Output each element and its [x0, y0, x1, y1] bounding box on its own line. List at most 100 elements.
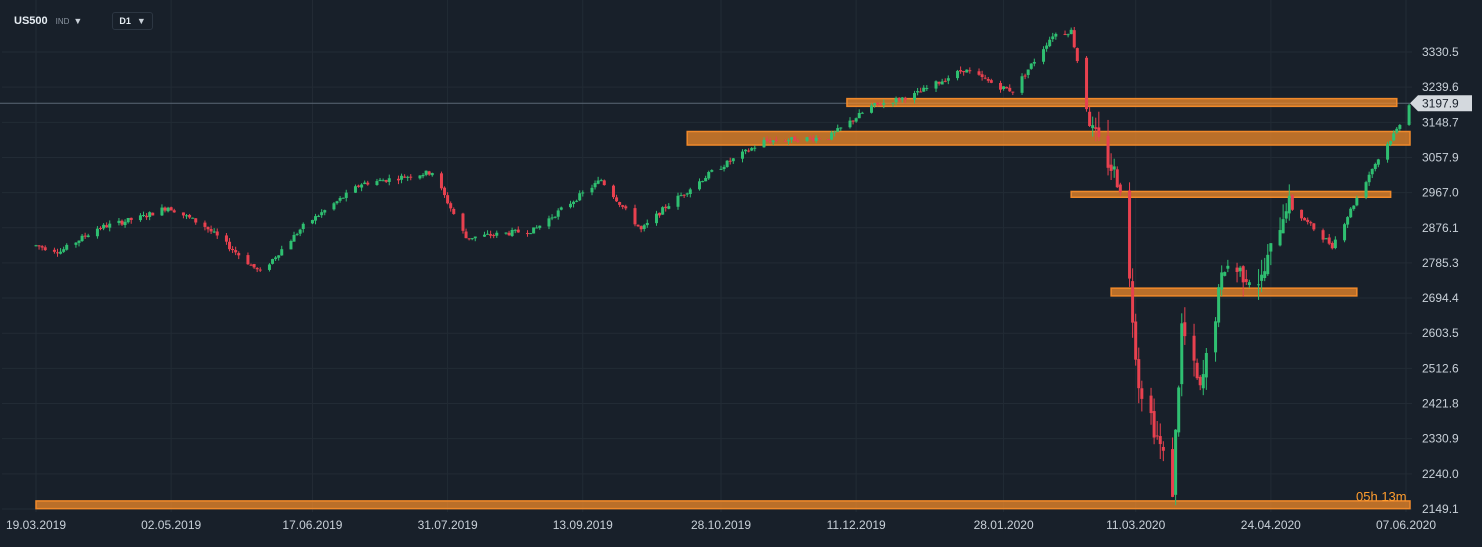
candle-body — [246, 255, 250, 265]
candle-body — [1072, 30, 1076, 48]
candle-body — [1201, 374, 1205, 389]
candle-body — [1244, 279, 1248, 282]
candle-body — [224, 235, 228, 242]
zones — [35, 97, 1411, 510]
candle-body — [209, 229, 213, 232]
sr-zone[interactable] — [1110, 287, 1358, 297]
x-tick-label: 19.03.2019 — [6, 518, 66, 532]
grid — [0, 0, 1412, 512]
candle-body — [1364, 182, 1368, 198]
candle-body — [1045, 45, 1049, 49]
y-tick-label: 2967.0 — [1422, 186, 1459, 200]
candle-body — [725, 160, 729, 168]
candle-body — [661, 207, 665, 215]
candle-body — [1407, 105, 1411, 125]
candle-body — [83, 235, 87, 237]
candle-body — [568, 203, 572, 208]
sr-zone[interactable] — [686, 130, 1411, 146]
x-tick-label: 24.04.2020 — [1241, 518, 1301, 532]
candle-body — [793, 136, 797, 142]
candle-body — [123, 221, 127, 226]
symbol-label: US500 — [14, 15, 48, 27]
candle-body — [194, 218, 198, 223]
candle-body — [870, 105, 874, 113]
candle-body — [323, 210, 327, 213]
candle-body — [682, 194, 686, 196]
candle-body — [1109, 164, 1113, 171]
candle-body — [1284, 211, 1288, 219]
candle-body — [228, 241, 232, 250]
candle-body — [590, 187, 594, 193]
candle-body — [768, 140, 772, 143]
y-tick-label: 3239.6 — [1422, 80, 1459, 94]
candle-body — [1106, 135, 1110, 168]
candle-body — [965, 69, 969, 73]
candle-body — [516, 229, 520, 233]
sr-zone[interactable] — [1070, 190, 1392, 199]
candle-body — [882, 103, 886, 105]
candle-body — [618, 202, 622, 205]
candle-body — [360, 184, 364, 188]
candle-body — [396, 178, 400, 181]
candle-body — [1115, 169, 1119, 188]
candle-body — [65, 244, 69, 250]
candle-body — [977, 71, 981, 75]
candle-body — [129, 217, 133, 221]
candle-body — [151, 212, 155, 216]
candle-body — [525, 233, 529, 235]
sr-zone[interactable] — [35, 500, 1411, 510]
sr-zone[interactable] — [846, 97, 1398, 108]
candle-body — [344, 192, 348, 198]
y-tick-label: 2785.3 — [1422, 256, 1459, 270]
candle-body — [341, 197, 345, 199]
candle-body — [728, 160, 732, 162]
candle-body — [292, 234, 296, 242]
candle-body — [252, 264, 256, 268]
candle-body — [1306, 219, 1310, 222]
candle-body — [443, 187, 447, 196]
candle-body — [559, 207, 563, 210]
y-tick-label: 2330.9 — [1422, 432, 1459, 446]
candle-body — [848, 120, 852, 128]
candle-body — [1238, 267, 1242, 272]
candle-body — [317, 215, 321, 217]
candle-body — [363, 182, 367, 185]
candle-body — [439, 173, 443, 189]
candle-body — [857, 112, 861, 119]
candle-body — [1389, 141, 1393, 145]
candle-body — [1020, 76, 1024, 93]
candle-body — [1195, 362, 1199, 379]
candle-body — [796, 140, 800, 142]
candle-body — [1343, 224, 1347, 241]
candle-body — [771, 140, 775, 143]
candle-body — [1226, 265, 1230, 269]
candle-countdown: 05h 13m — [1356, 489, 1407, 504]
current-price-label: 3197.9 — [1422, 96, 1459, 110]
candle-body — [624, 206, 628, 209]
candle-body — [774, 139, 778, 141]
symbol-selector[interactable]: US500 IND ▼ — [14, 15, 82, 27]
candle-body — [185, 215, 189, 217]
candle-body — [1032, 61, 1036, 64]
candle-body — [553, 216, 557, 218]
candle-body — [1204, 353, 1208, 378]
x-tick-label: 31.07.2019 — [418, 518, 478, 532]
candle-body — [1023, 75, 1027, 77]
candle-body — [836, 128, 840, 132]
candle-body — [258, 269, 262, 271]
candle-body — [1281, 219, 1285, 234]
candle-body — [860, 112, 864, 114]
candle-body — [1220, 272, 1224, 290]
y-tick-label: 2512.6 — [1422, 361, 1459, 375]
timeframe-selector[interactable]: D1 ▼ — [112, 12, 153, 30]
candle-body — [916, 91, 920, 93]
candle-body — [535, 227, 539, 229]
candle-body — [378, 179, 382, 181]
candle-body — [903, 97, 907, 100]
candle-body — [750, 148, 754, 151]
candle-body — [538, 225, 542, 228]
candle-body — [1066, 34, 1070, 36]
candle-body — [473, 236, 477, 239]
